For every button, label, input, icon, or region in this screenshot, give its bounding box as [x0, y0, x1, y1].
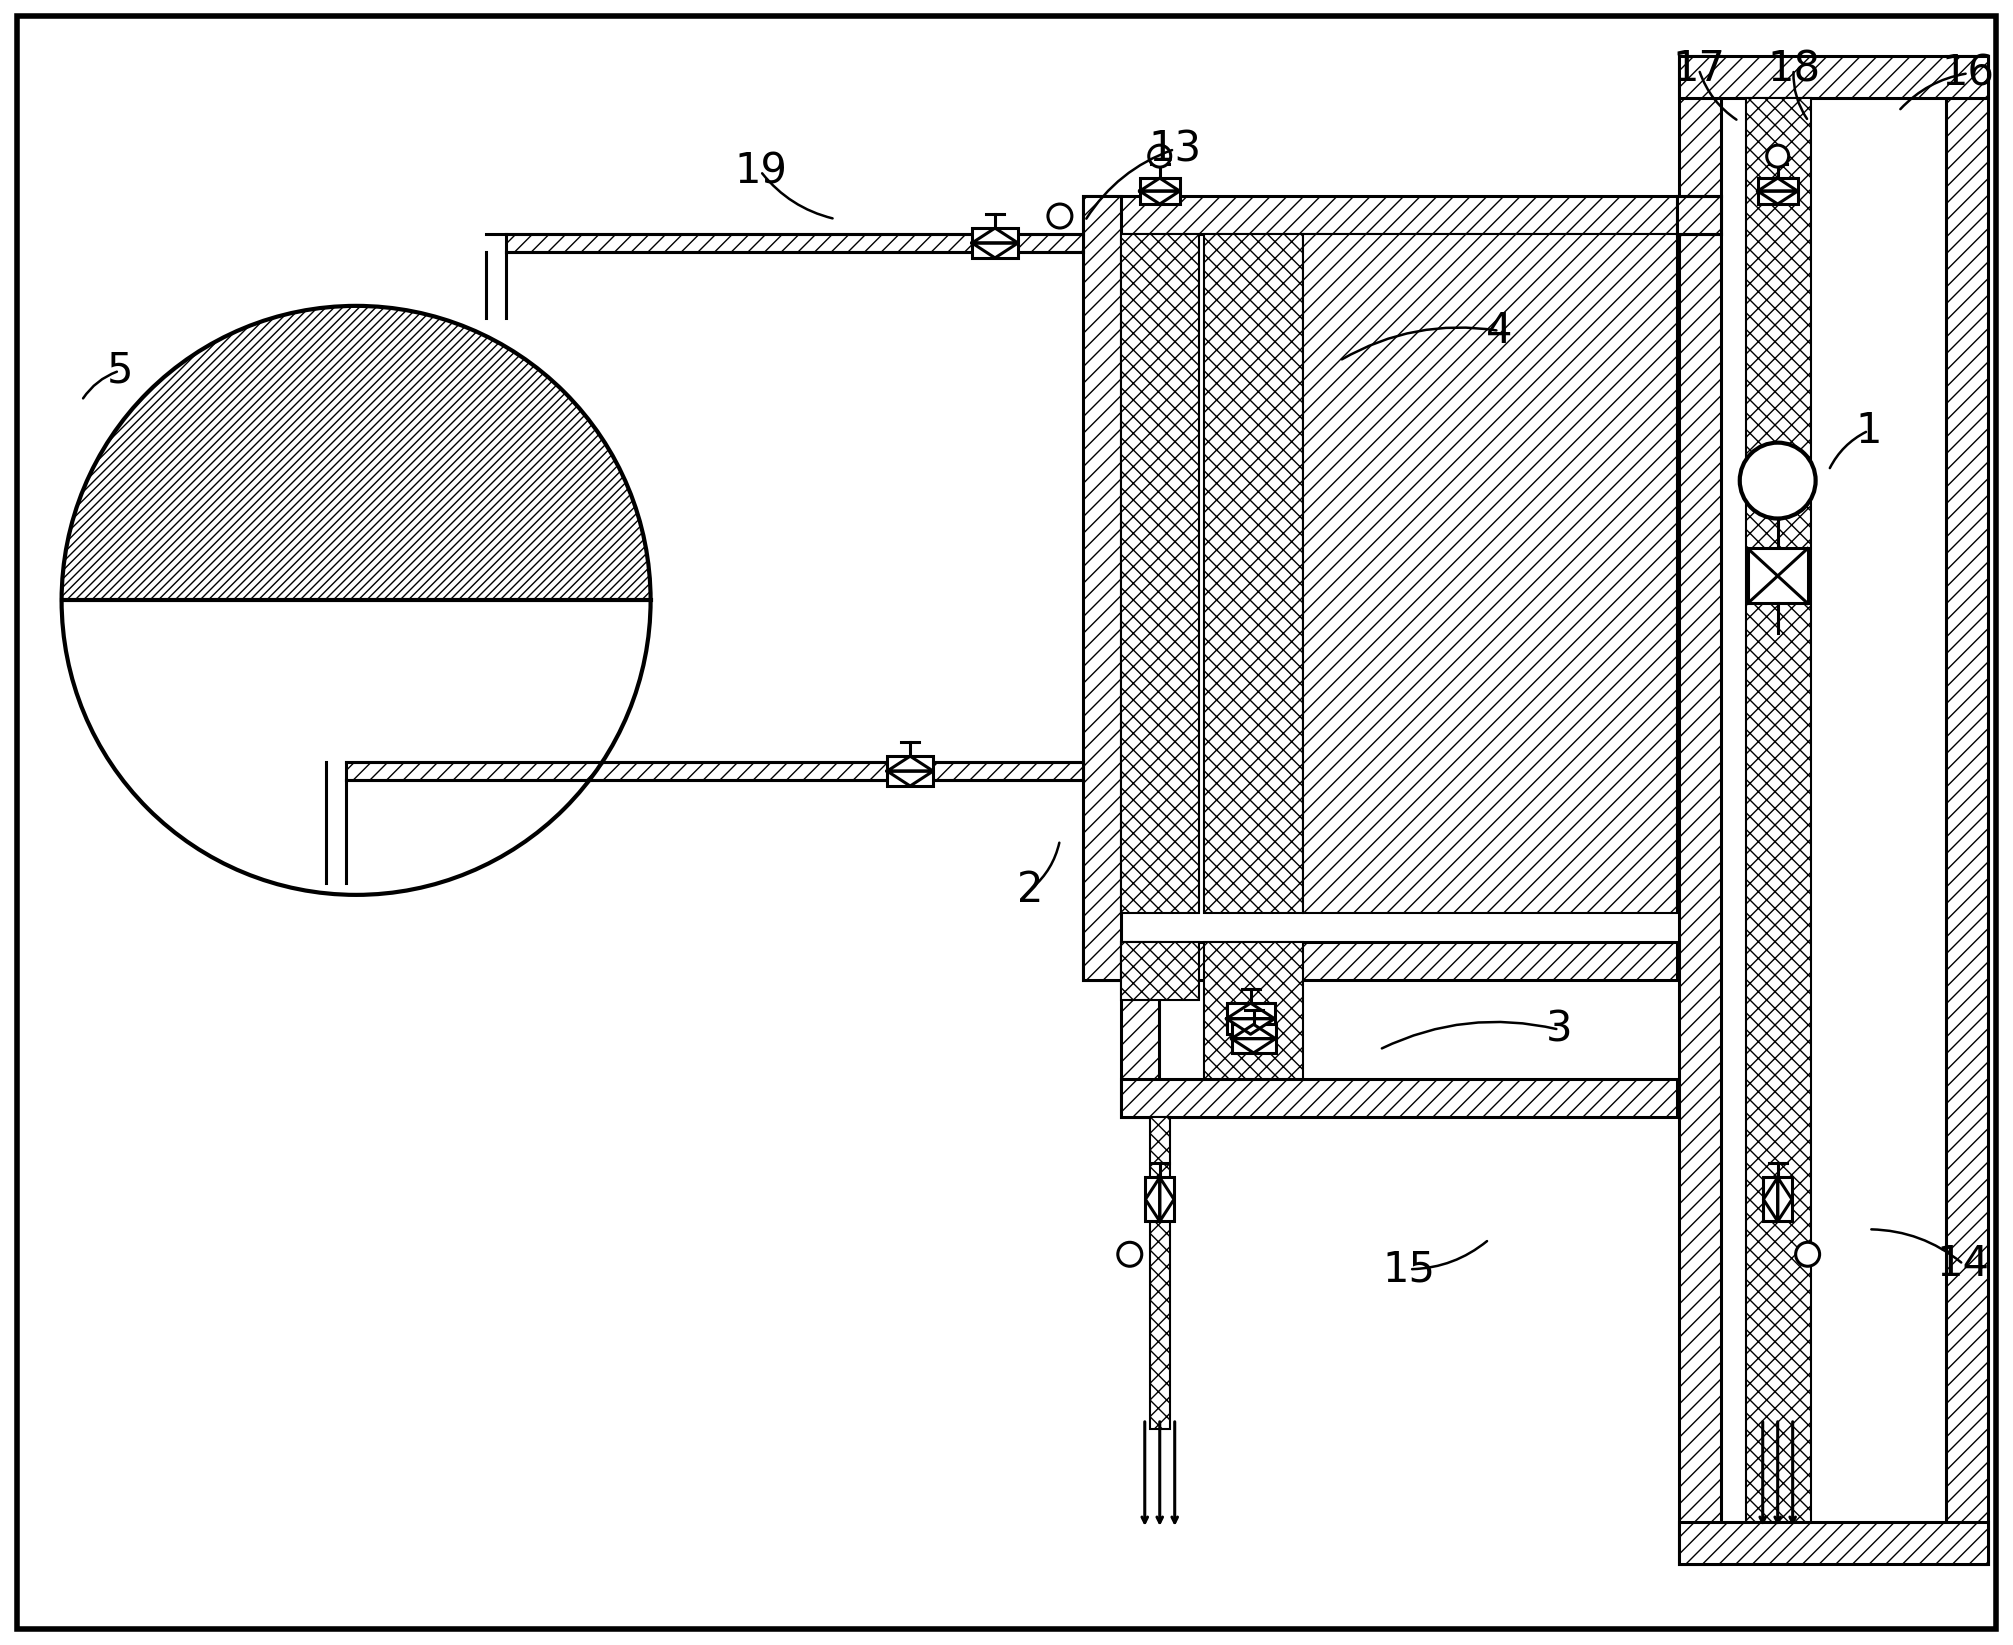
Circle shape	[1049, 204, 1071, 229]
Bar	[888, 757, 934, 786]
Bar	[1745, 99, 1810, 1522]
Text: 18: 18	[1767, 48, 1820, 90]
Circle shape	[1767, 145, 1790, 168]
Circle shape	[1149, 145, 1172, 168]
Polygon shape	[1232, 1025, 1276, 1038]
Circle shape	[1739, 443, 1816, 518]
Bar	[1747, 548, 1808, 604]
Polygon shape	[1232, 1038, 1276, 1053]
Circle shape	[1796, 1242, 1820, 1267]
Bar	[1121, 234, 1198, 913]
Text: 16: 16	[1943, 53, 1995, 94]
Circle shape	[1117, 1242, 1141, 1267]
Bar	[1947, 56, 1989, 1564]
Bar	[1204, 943, 1304, 1079]
Polygon shape	[972, 243, 1019, 258]
Bar	[1232, 1025, 1276, 1053]
Bar	[1226, 1003, 1274, 1035]
Bar	[972, 229, 1019, 258]
Bar	[346, 762, 1083, 780]
Polygon shape	[1226, 1018, 1274, 1035]
Bar	[1139, 178, 1180, 204]
Text: 19: 19	[735, 150, 787, 192]
Bar	[1121, 1079, 1677, 1117]
Text: 1: 1	[1856, 410, 1882, 452]
Bar	[1145, 1178, 1174, 1221]
Polygon shape	[1145, 1178, 1159, 1221]
Bar	[1757, 178, 1798, 204]
Text: 15: 15	[1383, 1249, 1435, 1290]
Polygon shape	[888, 757, 934, 772]
Polygon shape	[1763, 1178, 1777, 1221]
Text: 2: 2	[1017, 869, 1043, 911]
Polygon shape	[1777, 1178, 1792, 1221]
Bar	[1149, 1117, 1170, 1430]
Polygon shape	[1139, 178, 1180, 191]
Bar	[1121, 943, 1198, 1000]
Polygon shape	[1159, 1178, 1174, 1221]
Bar	[1083, 196, 1677, 234]
Bar	[505, 234, 1083, 252]
Bar	[1679, 56, 1989, 99]
Polygon shape	[1757, 178, 1798, 191]
Bar	[1083, 196, 1121, 980]
Polygon shape	[62, 306, 650, 600]
Bar	[1083, 943, 1677, 980]
Polygon shape	[888, 772, 934, 786]
Text: 17: 17	[1673, 48, 1725, 90]
Text: 5: 5	[107, 350, 133, 392]
Bar	[1679, 56, 1721, 1564]
Polygon shape	[1757, 191, 1798, 204]
Polygon shape	[972, 229, 1019, 243]
Bar	[1204, 234, 1304, 913]
Bar	[1679, 1522, 1989, 1564]
Text: 14: 14	[1937, 1244, 1991, 1285]
Bar	[1121, 943, 1159, 1117]
Bar	[1677, 196, 1721, 234]
Polygon shape	[1139, 191, 1180, 204]
Text: 3: 3	[1546, 1008, 1572, 1051]
Polygon shape	[1226, 1003, 1274, 1018]
Text: 4: 4	[1486, 309, 1512, 352]
Text: 13: 13	[1147, 128, 1202, 169]
Bar	[1763, 1178, 1792, 1221]
Bar	[1304, 234, 1677, 913]
